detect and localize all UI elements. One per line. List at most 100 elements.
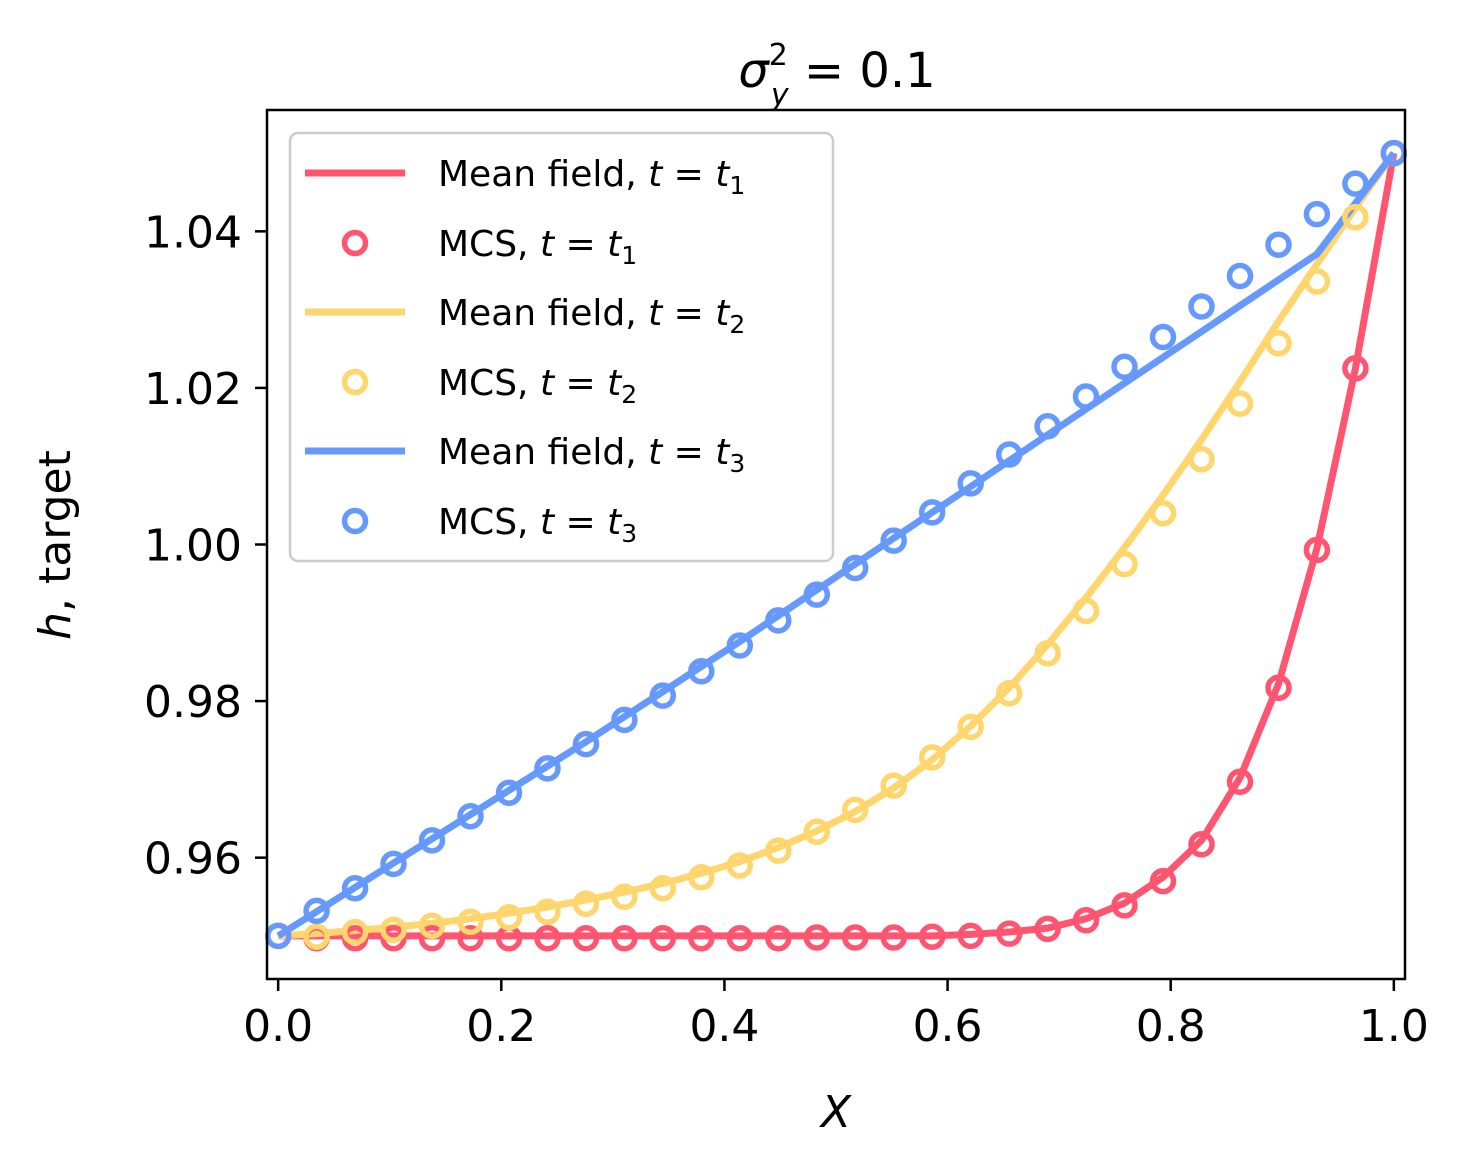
- marker-t2: [303, 923, 330, 950]
- marker-t3: [1226, 262, 1254, 290]
- legend-label-line-t2: Mean field, t = t2: [438, 293, 745, 339]
- y-axis-label-italic: h: [30, 612, 81, 640]
- x-tick-label: 0.0: [243, 1001, 313, 1052]
- title-sigma: σ: [738, 43, 770, 99]
- title-sub: y: [770, 78, 790, 113]
- marker-t1: [957, 922, 984, 950]
- x-tick-label: 1.0: [1359, 1001, 1429, 1052]
- y-axis: 0.96 0.98 1.00 1.02 1.04: [144, 207, 267, 885]
- marker-t2: [418, 912, 446, 940]
- title-rest: = 0.1: [789, 43, 936, 99]
- legend-label-line-t3: Mean field, t = t3: [438, 432, 745, 478]
- line-t2: [277, 151, 1397, 940]
- marker-t3: [1149, 323, 1177, 351]
- line-t3: [276, 150, 1397, 939]
- marker-t3: [572, 730, 600, 758]
- marker-t3: [1265, 231, 1292, 258]
- marker-t3: [803, 581, 831, 608]
- marker-t3: [1342, 170, 1369, 197]
- marker-t1: [649, 925, 677, 952]
- x-tick-label: 0.4: [689, 1001, 759, 1052]
- marker-t1: [1149, 867, 1177, 895]
- marker-t1: [1034, 915, 1061, 943]
- marker-t1: [880, 924, 907, 951]
- marker-t2: [918, 744, 946, 771]
- marker-t2: [495, 903, 523, 931]
- marker-t2: [534, 898, 561, 925]
- marker-t2: [880, 772, 907, 799]
- marker-t2: [1265, 330, 1292, 357]
- marker-t2: [572, 890, 600, 918]
- marker-t3: [957, 470, 984, 497]
- marker-t1: [726, 925, 754, 952]
- marker-t2: [688, 863, 715, 891]
- marker-t2: [1226, 390, 1254, 417]
- marker-t1: [534, 925, 561, 952]
- marker-t2: [380, 916, 407, 943]
- x-tick-label: 0.2: [466, 1001, 536, 1052]
- marker-t3: [880, 527, 907, 554]
- marker-t3: [611, 706, 638, 734]
- marker-t2: [1111, 550, 1138, 578]
- marker-t3: [649, 682, 677, 709]
- marker-t3: [534, 755, 561, 782]
- marker-t1: [841, 924, 869, 951]
- marker-t3: [341, 874, 369, 902]
- marker-t2: [995, 679, 1023, 707]
- legend-label-line-t1: Mean field, t = t1: [438, 154, 745, 200]
- marker-t3: [1034, 413, 1061, 440]
- line-t1: [278, 152, 1398, 940]
- marker-t1: [765, 925, 792, 952]
- marker-t3: [765, 607, 792, 634]
- legend-marker-t1: [341, 229, 369, 257]
- marker-t3: [1072, 383, 1100, 410]
- marker-t2: [611, 883, 638, 911]
- marker-t3: [1303, 200, 1331, 228]
- marker-t2: [341, 918, 369, 946]
- marker-t2: [957, 713, 984, 741]
- y-tick-label: 0.96: [144, 834, 242, 885]
- legend-marker-t3: [341, 507, 369, 535]
- marker-t1: [1188, 831, 1215, 858]
- marker-t1: [611, 925, 638, 952]
- marker-t1: [380, 925, 407, 952]
- marker-t1: [418, 925, 446, 952]
- legend: Mean field, t = t1 MCS, t = t1 Mean field,…: [288, 131, 835, 563]
- legend-marker-t2: [341, 368, 369, 396]
- marker-t2: [1034, 640, 1061, 667]
- legend-label-markers-t3: MCS, t = t3: [438, 502, 637, 548]
- marker-t3: [457, 802, 484, 830]
- x-tick-label: 0.8: [1136, 1001, 1206, 1052]
- marker-t3: [1188, 293, 1215, 320]
- y-tick-label: 1.00: [144, 521, 242, 572]
- marker-t3: [995, 441, 1023, 468]
- title-sup: 2: [769, 38, 788, 73]
- marker-t2: [649, 874, 677, 902]
- marker-t2: [726, 852, 754, 879]
- marker-t2: [457, 908, 484, 936]
- marker-t1: [572, 925, 600, 952]
- x-tick-label: 0.6: [913, 1001, 983, 1052]
- y-tick-label: 1.02: [144, 364, 242, 415]
- marker-t2: [1342, 204, 1369, 231]
- marker-t1: [995, 920, 1023, 947]
- series-layer: [264, 139, 1408, 952]
- marker-t1: [918, 923, 946, 950]
- legend-label-markers-t2: MCS, t = t2: [438, 363, 637, 409]
- x-axis: 0.0 0.2 0.4 0.6 0.8 1.0: [243, 979, 1429, 1052]
- marker-t1: [1265, 674, 1292, 702]
- y-tick-label: 1.04: [144, 207, 242, 258]
- legend-frame: [288, 131, 835, 563]
- marker-t3: [918, 499, 946, 526]
- marker-t1: [1342, 355, 1369, 382]
- marker-t3: [1111, 353, 1138, 381]
- marker-t1: [1303, 536, 1331, 564]
- marker-t1: [457, 925, 484, 952]
- x-axis-label: X: [819, 1087, 852, 1138]
- legend-label-markers-t1: MCS, t = t1: [438, 224, 637, 270]
- marker-t3: [726, 632, 754, 659]
- marker-t3: [841, 554, 869, 582]
- marker-t1: [1111, 892, 1138, 919]
- marker-t2: [765, 837, 792, 864]
